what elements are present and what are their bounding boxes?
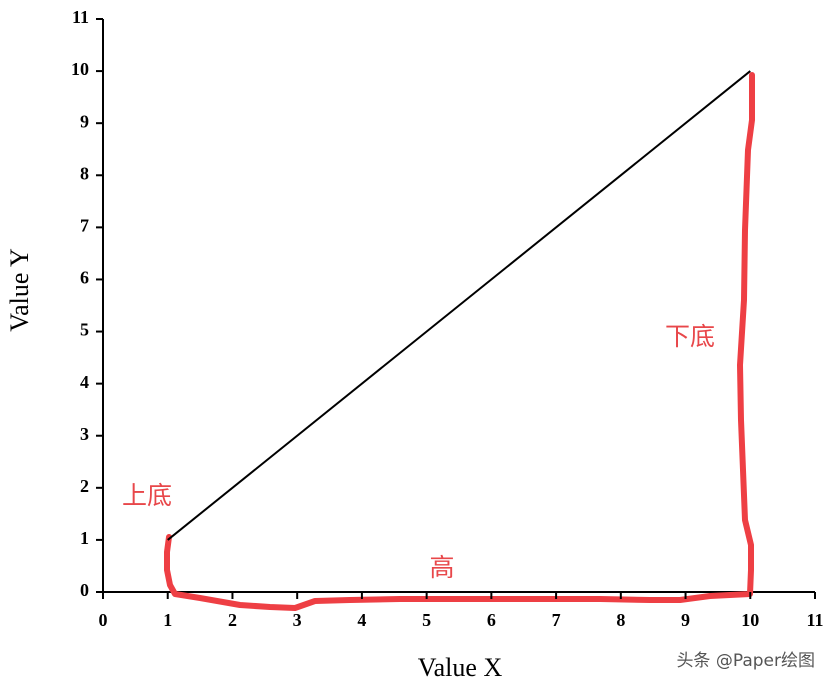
y-tick-label: 7 [80,215,89,235]
x-tick-label: 2 [228,610,237,630]
annotation: 上底 [122,481,172,510]
y-tick-label: 5 [80,320,89,340]
x-tick-label: 0 [99,610,108,630]
data-line [167,70,751,541]
x-tick-label: 11 [806,610,823,630]
y-tick-label: 0 [80,580,89,600]
y-tick-label: 1 [80,528,89,548]
y-tick-label: 9 [80,111,89,131]
y-tick-label: 11 [72,7,89,27]
annotation: 高 [429,553,454,582]
x-tick-label: 8 [616,610,625,630]
y-tick-label: 3 [80,424,89,444]
y-tick-label: 4 [80,372,89,392]
x-tick-label: 5 [422,610,431,630]
y-tick-label: 8 [80,163,89,183]
x-tick-label: 10 [741,610,759,630]
watermark: 头条 @Paper绘图 [676,651,815,671]
x-tick-label: 7 [552,610,561,630]
hand-drawn-outline [164,72,755,611]
x-tick-label: 9 [681,610,690,630]
x-tick-label: 3 [293,610,302,630]
x-axis-label: Value X [418,653,503,682]
x-tick-label: 1 [163,610,172,630]
y-axis-label: Value Y [5,248,34,332]
x-tick-label: 4 [357,610,366,630]
annotation: 下底 [665,322,715,351]
y-tick-label: 10 [71,59,89,79]
y-tick-label: 6 [80,268,89,288]
y-tick-label: 2 [80,476,89,496]
x-tick-label: 6 [487,610,496,630]
